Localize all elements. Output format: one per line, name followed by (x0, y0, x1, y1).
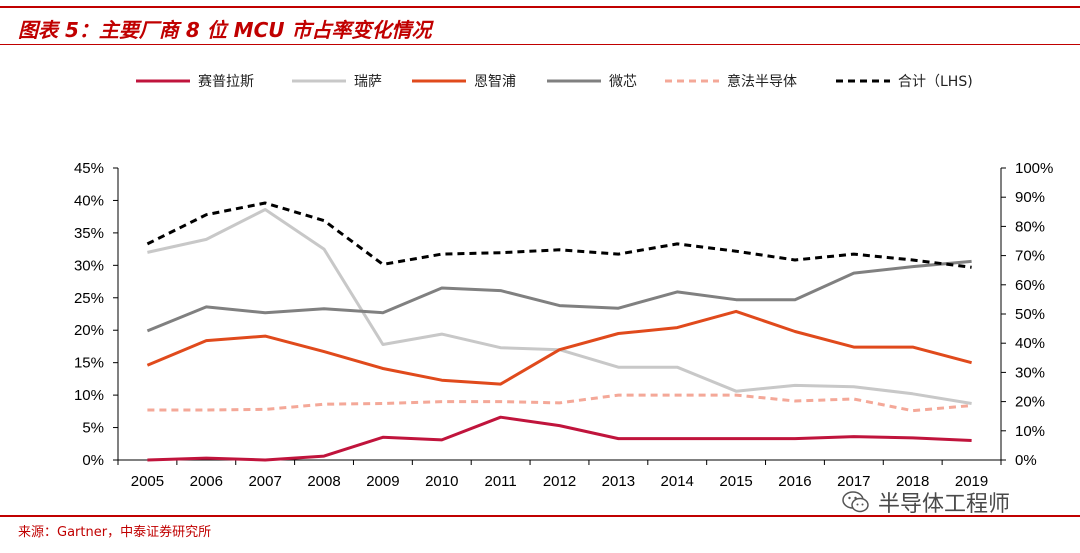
legend-label: 瑞萨 (354, 74, 382, 90)
legend-label: 微芯 (609, 74, 637, 90)
legend-label: 赛普拉斯 (198, 74, 254, 90)
series-line (146, 259, 972, 333)
y-right-tick-label: 100% (1015, 160, 1053, 177)
legend-label: 意法半导体 (727, 73, 797, 90)
y-left-tick-label: 30% (74, 257, 104, 274)
y-right-tick-label: 40% (1015, 335, 1045, 352)
footer-divider (0, 515, 1080, 517)
watermark-text: 半导体工程师 (878, 492, 1011, 517)
y-right-tick-label: 60% (1015, 277, 1045, 294)
y-right-tick-label: 30% (1015, 364, 1045, 381)
chart-axes: 0% 5% 10% 15% 20% 25% 30% 35% 40% 45% 0% 10% 20% 30% 4… (74, 160, 1053, 490)
y-left-tick-label: 15% (74, 355, 104, 372)
y-left-tick-label: 25% (74, 290, 104, 307)
title-divider (0, 44, 1080, 45)
chart-legend: 赛普拉斯 瑞萨 恩智浦 微芯 意法半导体 合计（LHS) (136, 73, 973, 90)
y-right-tick-label: 0% (1015, 452, 1037, 469)
legend-label: 恩智浦 (474, 74, 516, 90)
source-note: 来源：Gartner，中泰证券研究所 (18, 525, 212, 540)
y-left-tick-label: 40% (74, 192, 104, 209)
series-line (146, 309, 972, 386)
x-tick-label: 2018 (896, 473, 929, 490)
y-left-tick-label: 5% (82, 420, 104, 437)
x-tick-label: 2005 (131, 473, 164, 490)
x-tick-label: 2014 (661, 473, 694, 490)
x-tick-label: 2017 (837, 473, 870, 490)
y-left-tick-label: 45% (74, 160, 104, 177)
x-tick-label: 2015 (719, 473, 752, 490)
y-left-tick-label: 20% (74, 322, 104, 339)
wechat-icon (842, 491, 869, 513)
x-tick-label: 2006 (190, 473, 223, 490)
x-tick-label: 2009 (366, 473, 399, 490)
y-right-tick-label: 80% (1015, 218, 1045, 235)
y-left-tick-label: 35% (74, 225, 104, 242)
y-right-tick-label: 50% (1015, 306, 1045, 323)
y-right-tick-label: 10% (1015, 423, 1045, 440)
chart-series (146, 201, 972, 462)
x-tick-label: 2012 (543, 473, 576, 490)
legend-label: 合计（LHS) (898, 74, 973, 90)
y-left-tick-label: 10% (74, 387, 104, 404)
x-tick-label: 2016 (778, 473, 811, 490)
y-right-tick-label: 90% (1015, 189, 1045, 206)
series-line (147, 393, 972, 413)
series-line (147, 415, 972, 462)
x-tick-label: 2008 (307, 473, 340, 490)
x-tick-label: 2019 (955, 473, 988, 490)
watermark: 半导体工程师 (842, 486, 1010, 518)
figure-title: 图表 5：主要厂商 8 位 MCU 市占率变化情况 (18, 18, 432, 42)
y-right-tick-label: 70% (1015, 248, 1045, 265)
x-tick-label: 2010 (425, 473, 458, 490)
y-right-tick-label: 20% (1015, 394, 1045, 411)
y-left-tick-label: 0% (82, 452, 104, 469)
x-tick-label: 2013 (602, 473, 635, 490)
x-tick-label: 2011 (485, 473, 517, 490)
top-accent-bar (0, 6, 1080, 8)
x-tick-label: 2007 (248, 473, 281, 490)
series-line (146, 201, 972, 269)
